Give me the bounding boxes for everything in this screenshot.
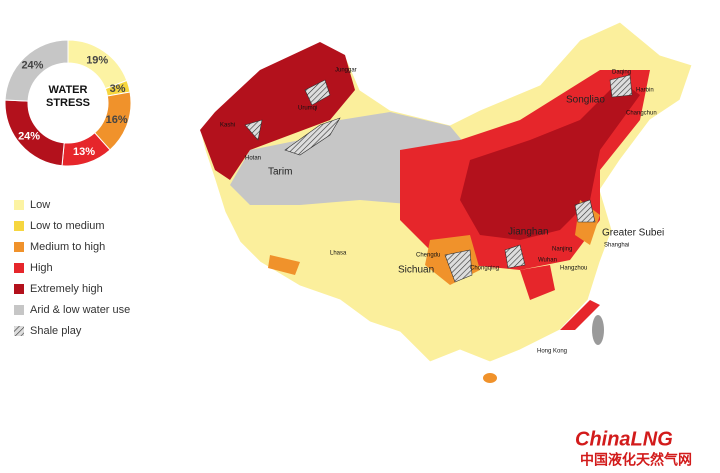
legend-label: Extremely high: [30, 283, 103, 295]
legend-label: High: [30, 262, 53, 274]
taiwan: [592, 315, 604, 345]
data-label: 24%: [21, 60, 43, 72]
place-label: Chengdu: [416, 253, 440, 259]
logo: ChinaLNG: [575, 428, 673, 450]
place-label: Chongqing: [470, 266, 499, 272]
donut-slice: [4, 39, 69, 102]
legend-label: Low to medium: [30, 220, 105, 232]
place-label: Kashi: [220, 123, 235, 129]
place-label: Daqing: [612, 70, 631, 76]
place-label: Nanjing: [552, 247, 572, 253]
basin-label: Tarim: [268, 167, 292, 178]
legend-label: Shale play: [30, 325, 82, 337]
legend-swatch: [14, 200, 24, 210]
data-label: 16%: [106, 114, 128, 126]
donut-title: WATER STRESS: [45, 84, 90, 109]
place-label: Shanghai: [604, 243, 629, 249]
legend-swatch: [14, 242, 24, 252]
legend-swatch: [14, 221, 24, 231]
place-label: Changchun: [626, 111, 657, 117]
legend-label: Low: [30, 199, 50, 211]
medium-zone: [268, 200, 600, 285]
place-label: Urumqi: [298, 106, 317, 112]
basin-label: Songliao: [566, 95, 605, 106]
legend-label: Arid & low water use: [30, 304, 130, 316]
basin-label: Greater Subei: [602, 228, 664, 239]
legend-swatch: [14, 284, 24, 294]
legend-label: Medium to high: [30, 241, 105, 253]
place-label: Lhasa: [330, 251, 347, 257]
data-label: 3%: [110, 83, 126, 95]
place-label: Hong Kong: [537, 349, 567, 355]
legend-swatch: [14, 326, 24, 336]
logo-tagline: 中国液化天然气网: [580, 452, 692, 468]
extreme-zone: [460, 80, 640, 240]
data-label: 24%: [18, 131, 40, 143]
place-label: Hotan: [245, 156, 261, 162]
shale-play: [244, 74, 633, 283]
map: Junggar Urumqi Kashi Hotan Tarim Lhasa S…: [199, 21, 693, 383]
hainan: [483, 373, 497, 383]
basin-label: Sichuan: [398, 265, 434, 276]
place-label: Hangzhou: [560, 266, 587, 272]
data-label: 13%: [73, 146, 95, 158]
place-label: Harbin: [636, 88, 654, 94]
basin-label: Jianghan: [508, 227, 549, 238]
data-label: 19%: [86, 54, 108, 66]
place-label: Wuhan: [538, 258, 557, 264]
extreme-zone: [200, 42, 355, 180]
place-label: Junggar: [335, 68, 357, 74]
high-zone: [520, 265, 600, 330]
legend-swatch: [14, 305, 24, 315]
legend-swatch: [14, 263, 24, 273]
